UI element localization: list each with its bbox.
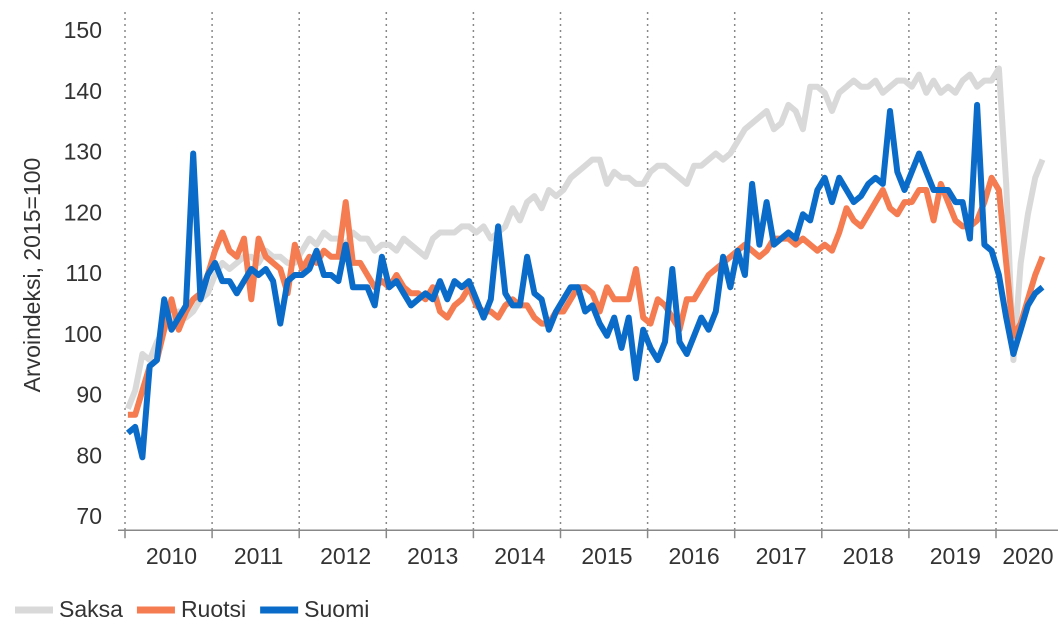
x-tick-label: 2020 <box>1002 543 1053 569</box>
y-axis-label: Arvoindeksi, 2015=100 <box>19 158 45 393</box>
x-tick-label: 2015 <box>581 543 632 569</box>
y-tick-label: 120 <box>64 199 102 225</box>
x-tick-label: 2016 <box>668 543 719 569</box>
y-tick-label: 70 <box>76 503 102 529</box>
legend-label: Ruotsi <box>181 596 246 622</box>
x-tick-label: 2019 <box>930 543 981 569</box>
y-tick-label: 130 <box>64 139 102 165</box>
legend-label: Saksa <box>59 596 123 622</box>
y-tick-label: 90 <box>76 382 102 408</box>
x-tick-label: 2017 <box>756 543 807 569</box>
x-tick-label: 2012 <box>320 543 371 569</box>
x-tick-label: 2014 <box>494 543 545 569</box>
series-line <box>125 101 1045 461</box>
x-tick-label: 2013 <box>407 543 458 569</box>
legend-label: Suomi <box>304 596 369 622</box>
y-tick-label: 100 <box>64 321 102 347</box>
x-tick-label: 2011 <box>234 543 283 569</box>
y-tick-label: 80 <box>76 442 102 468</box>
x-tick-label: 2018 <box>843 543 894 569</box>
y-tick-label: 110 <box>65 260 102 286</box>
y-tick-label: 140 <box>64 78 102 104</box>
series-line <box>125 65 1046 410</box>
x-tick-label: 2010 <box>146 543 197 569</box>
y-tick-label: 150 <box>64 17 102 43</box>
series-line <box>127 174 1046 418</box>
